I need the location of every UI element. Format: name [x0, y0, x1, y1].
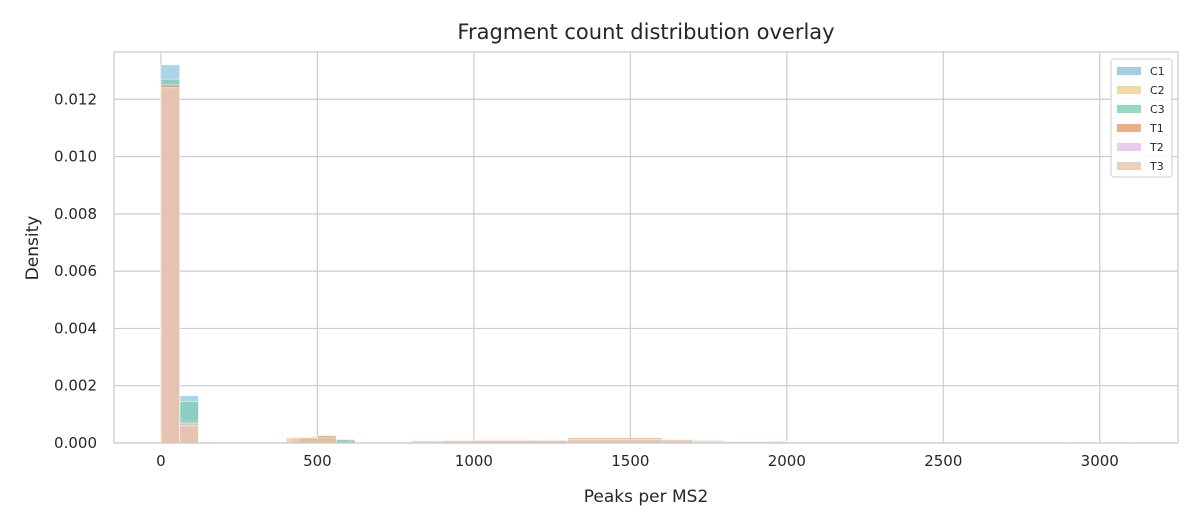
x-tick-label: 2500 [924, 452, 962, 470]
x-tick-label: 2000 [768, 452, 806, 470]
plot-frame [113, 51, 1179, 444]
tick-labels: 0 500 1000 1500 2000 2500 3000 0.000 0.002 0.004 0… [54, 90, 1119, 470]
histogram-bar [160, 87, 181, 444]
legend-swatch [1117, 143, 1141, 151]
x-tick-label: 0 [156, 452, 166, 470]
y-tick-label: 0.004 [54, 319, 97, 337]
legend-label: T3 [1149, 160, 1164, 173]
legend-label: T2 [1149, 141, 1164, 154]
y-axis-label: Density [23, 216, 43, 281]
y-tick-label: 0.006 [54, 262, 97, 280]
x-axis-label: Peaks per MS2 [584, 487, 709, 507]
legend-swatch [1117, 105, 1141, 113]
x-tick-label: 1500 [611, 452, 649, 470]
histogram-bars [160, 64, 1132, 444]
legend-swatch [1117, 67, 1141, 75]
legend-swatch [1117, 124, 1141, 132]
x-tick-label: 1000 [455, 452, 493, 470]
chart-title: Fragment count distribution overlay [457, 20, 834, 44]
legend-label: T1 [1149, 122, 1164, 135]
histogram-bar [179, 425, 199, 444]
legend-swatch [1117, 162, 1141, 170]
x-tick-label: 3000 [1081, 452, 1119, 470]
y-tick-label: 0.012 [54, 90, 97, 108]
y-tick-label: 0.008 [54, 205, 97, 223]
legend-label: C1 [1150, 65, 1165, 78]
y-tick-label: 0.000 [54, 434, 97, 452]
x-tick-label: 500 [303, 452, 332, 470]
legend-swatch [1117, 86, 1141, 94]
y-tick-label: 0.010 [54, 148, 97, 166]
legend-label: C3 [1150, 103, 1165, 116]
y-tick-label: 0.002 [54, 377, 97, 395]
histogram-bar [285, 437, 337, 444]
legend: C1 C2 C3 T1 T2 T3 [1110, 58, 1173, 178]
legend-label: C2 [1150, 84, 1165, 97]
